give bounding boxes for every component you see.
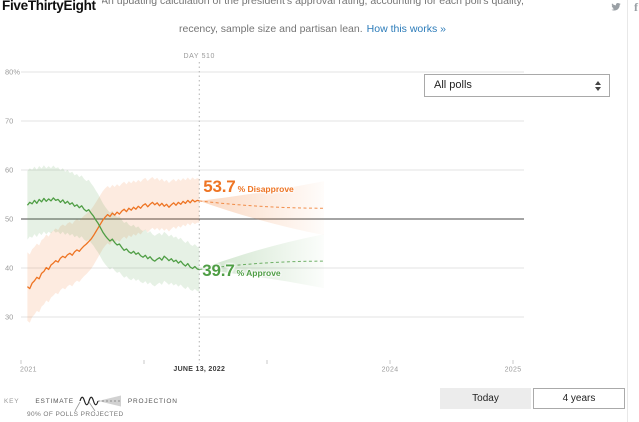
facebook-icon[interactable]: f xyxy=(634,0,638,14)
description-line2: recency, sample size and partisan lean. H… xyxy=(0,23,625,35)
description-line1: An updating calculation of the president… xyxy=(101,0,524,7)
key-projection-label: PROJECTION xyxy=(127,397,178,405)
svg-text:30: 30 xyxy=(5,313,13,322)
marker-day-label: DAY 510 xyxy=(183,53,216,60)
estimate-projection-glyph xyxy=(79,395,121,407)
range-4years-button[interactable]: 4 years xyxy=(533,388,625,409)
svg-text:2021: 2021 xyxy=(20,367,37,374)
chart-key: KEY ESTIMATE PROJECTION xyxy=(4,393,178,409)
key-note: 90% OF POLLS PROJECTED xyxy=(27,411,124,418)
description-line2-text: recency, sample size and partisan lean. xyxy=(178,23,363,35)
key-leader-lines xyxy=(74,401,96,411)
svg-text:2024: 2024 xyxy=(382,367,399,374)
twitter-icon[interactable] xyxy=(610,2,622,12)
today-button[interactable]: Today xyxy=(440,388,531,409)
approve-value-label: 39.7 % Approve xyxy=(202,261,280,281)
how-this-works-link[interactable]: How this works » xyxy=(366,23,446,35)
poll-filter-dropdown[interactable]: All polls xyxy=(424,74,610,97)
disapprove-suffix: % Disapprove xyxy=(237,183,294,194)
approve-value: 39.7 xyxy=(202,261,235,281)
key-label: KEY xyxy=(4,397,20,405)
svg-text:50: 50 xyxy=(5,215,13,224)
disapprove-value: 53.7 xyxy=(203,176,236,196)
disapprove-value-label: 53.7 % Disapprove xyxy=(203,177,294,197)
page-edge-divider xyxy=(627,0,628,422)
key-estimate-label: ESTIMATE xyxy=(35,397,74,405)
social-icons: f xyxy=(610,0,638,14)
svg-text:80%: 80% xyxy=(5,68,20,77)
marker-date-label: JUNE 13, 2022 xyxy=(173,366,226,373)
approve-suffix: % Approve xyxy=(236,268,281,279)
site-logo[interactable]: FiveThirtyEight xyxy=(2,0,102,13)
svg-text:60: 60 xyxy=(5,166,13,175)
svg-text:40: 40 xyxy=(5,264,13,273)
svg-text:70: 70 xyxy=(5,117,13,126)
poll-filter-value: All polls xyxy=(434,79,472,91)
dropdown-arrows-icon xyxy=(595,75,601,96)
svg-text:2025: 2025 xyxy=(505,367,522,374)
